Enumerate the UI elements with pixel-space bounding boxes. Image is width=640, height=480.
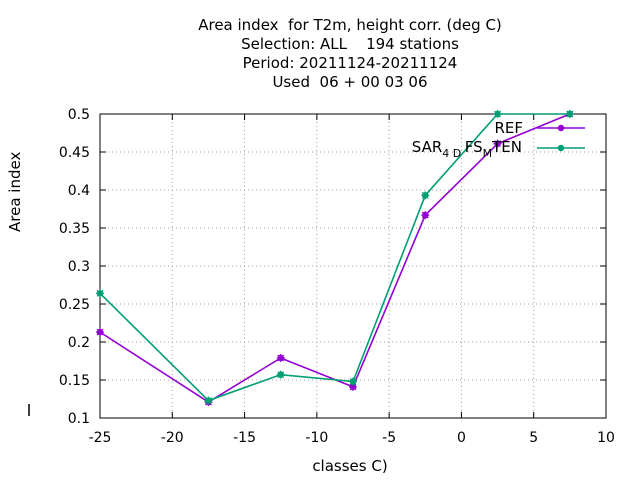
x-tick-label: -20 [161,430,184,446]
grid-lines [100,114,606,418]
series-group [96,110,574,407]
series-line-0 [99,113,571,403]
y-tick-label: 0.2 [68,335,90,351]
y-axis-title: Area index [6,151,24,232]
x-tick-label: 0 [457,430,466,446]
title-line-1: Area index for T2m, height corr. (deg C) [198,16,502,34]
x-tick-label: -10 [305,430,328,446]
data-point-marker [421,191,430,200]
x-tick-label: -5 [382,430,396,446]
legend-label-part: D [453,147,465,160]
x-tick-label: -15 [233,430,256,446]
title-line-4: Used 06 + 00 03 06 [272,73,428,91]
data-point-marker [565,110,574,118]
legend-label-sar: SAR4 D FSMTEN [412,138,522,160]
x-tick-label: -25 [89,430,112,446]
axis-ticks: -25 -20 -15 -10 -5 0 5 10 0.1 0.15 0.2 0.25 0.3 0.35 0… [28,107,615,446]
data-point-marker [349,382,357,391]
legend-marker-1 [557,144,565,152]
data-point-marker [421,211,430,220]
x-axis-title: classes C) [312,457,388,475]
legend-label-part: FS [465,138,483,156]
legend-label-part: M [483,147,493,160]
data-point-marker [493,110,502,118]
data-point-marker [96,328,104,337]
title-line-3: Period: 20211124-20211124 [242,54,458,72]
data-point-marker [493,139,502,148]
legend-label-part: TEN [491,138,522,156]
y-tick-label: 0.45 [59,145,90,161]
data-point-marker [204,396,213,405]
series-line-1 [99,113,570,402]
y-tick-label: 0.1 [68,411,90,427]
y-tick-label: 0.3 [68,259,90,275]
y-tick-label: 0.4 [68,183,90,199]
title-line-2: Selection: ALL 194 stations [241,35,459,53]
y-tick-label: 0.5 [68,107,90,123]
y-tick-label: 0.25 [59,297,90,313]
x-tick-label: 5 [529,430,538,446]
legend-label-part: SAR [412,138,442,156]
legend-marker-0 [557,124,565,132]
chart-title: Area index for T2m, height corr. (deg C)… [0,16,640,92]
data-point-marker [349,377,357,386]
x-tick-label: 10 [597,430,615,446]
data-point-marker [276,353,285,362]
y-tick-label: 0.15 [59,373,90,389]
data-point-marker [96,289,104,298]
legend-label-ref: REF [494,119,523,137]
legend-label-part: 4 [442,147,453,160]
y-tick-label: 0.35 [59,221,90,237]
data-point-marker [276,370,285,379]
